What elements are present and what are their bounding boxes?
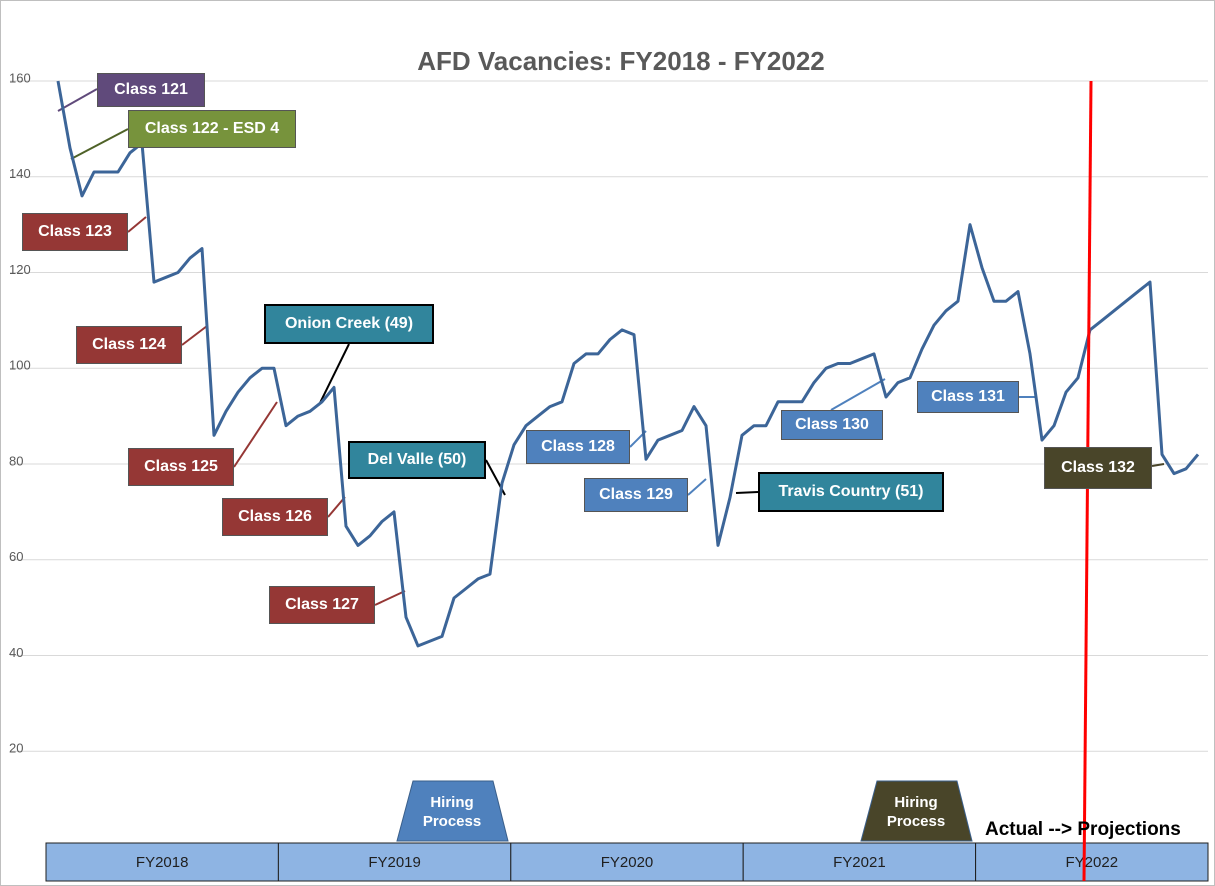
annotation: Class 122 - ESD 4 [128,110,296,148]
chart-title: AFD Vacancies: FY2018 - FY2022 [417,46,825,76]
annotation: Class 130 [781,410,883,440]
y-tick-label: 20 [9,741,23,756]
y-tick-label: 80 [9,453,23,468]
annotation: Class 129 [584,478,688,512]
x-tick-label: FY2022 [1066,854,1119,871]
leader-line [127,216,147,233]
leader-line [687,478,707,496]
process-label: Hiring Process [886,794,946,830]
leader-line [57,88,98,112]
fy-cell [975,842,1209,882]
fy-cell [277,842,512,882]
annotation: Class 125 [128,448,234,486]
leader-line [318,343,350,406]
data-line [56,80,1200,648]
process-shape [860,780,973,842]
leader-line [327,496,346,518]
annotation: Class 126 [222,498,328,536]
x-tick-label: FY2020 [601,854,654,871]
leader-line [181,325,208,346]
annotation: Class 128 [526,430,630,464]
x-tick-label: FY2018 [136,854,189,871]
x-tick-label: FY2019 [368,854,421,871]
annotation: Class 121 [97,73,205,107]
x-tick-label: FY2021 [833,854,886,871]
y-tick-label: 60 [9,549,23,564]
annotation: Class 123 [22,213,128,251]
fy-cell [510,842,744,882]
annotation: Travis Country (51) [758,472,944,512]
leader-line [830,378,886,411]
leader-line [374,590,406,606]
note: Actual --> Projections [985,819,1181,840]
y-tick-label: 160 [9,70,31,85]
leader-line [1151,463,1165,467]
annotation: Del Valle (50) [348,441,486,479]
fy-cell [742,842,977,882]
y-tick-label: 100 [9,358,31,373]
annotation: Class 124 [76,326,182,364]
process-label: Hiring Process [422,794,482,830]
annotation: Onion Creek (49) [264,304,434,344]
annotation: Class 131 [917,381,1019,413]
process-shape [396,780,509,842]
annotation: Class 132 [1044,447,1152,489]
leader-line [70,128,129,160]
fy-cell [45,842,279,882]
y-tick-label: 140 [9,166,31,181]
annotation: Class 127 [269,586,375,624]
y-tick-label: 120 [9,262,31,277]
leader-line [233,401,278,468]
y-tick-label: 40 [9,645,23,660]
leader-line [735,491,759,494]
